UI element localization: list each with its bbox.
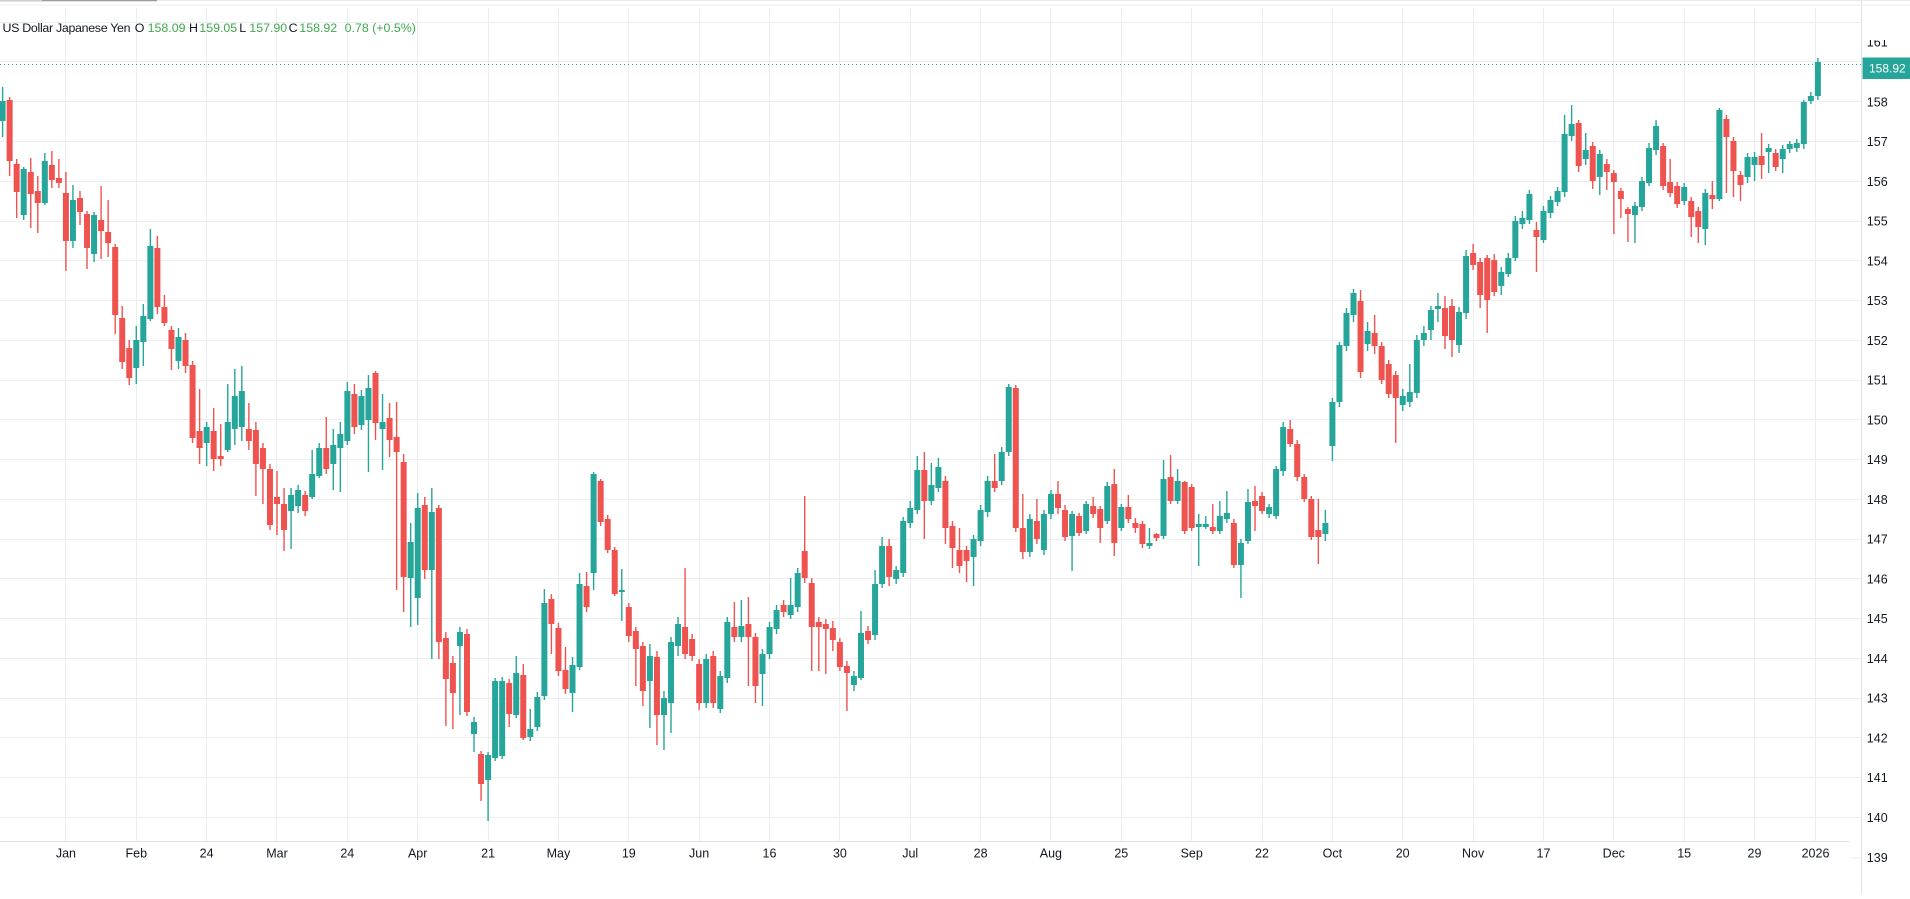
svg-text:155: 155 [1867,215,1888,229]
svg-text:149: 149 [1867,453,1888,467]
svg-text:141: 141 [1867,771,1888,785]
svg-text:Apr: Apr [408,846,427,860]
svg-text:150: 150 [1867,413,1888,427]
svg-text:156: 156 [1867,175,1888,189]
svg-text:148: 148 [1867,493,1888,507]
svg-text:139: 139 [1867,851,1888,865]
svg-text:158.92: 158.92 [1869,62,1906,76]
svg-text:Mar: Mar [266,846,288,860]
svg-text:147: 147 [1867,533,1888,547]
svg-text:144: 144 [1867,652,1888,666]
svg-text:Feb: Feb [126,846,148,860]
svg-text:158: 158 [1867,95,1888,109]
svg-text:20: 20 [1396,846,1410,860]
svg-text:15: 15 [1677,846,1691,860]
svg-text:22: 22 [1255,846,1269,860]
svg-text:152: 152 [1867,334,1888,348]
svg-text:151: 151 [1867,374,1888,388]
svg-text:153: 153 [1867,294,1888,308]
svg-text:Jan: Jan [56,846,76,860]
svg-text:19: 19 [622,846,636,860]
svg-text:Jul: Jul [902,846,918,860]
svg-text:24: 24 [200,846,214,860]
svg-text:143: 143 [1867,692,1888,706]
svg-text:Dec: Dec [1603,846,1625,860]
svg-text:146: 146 [1867,572,1888,586]
svg-text:145: 145 [1867,612,1888,626]
svg-text:Nov: Nov [1462,846,1485,860]
svg-text:30: 30 [833,846,847,860]
svg-text:Aug: Aug [1040,846,1062,860]
svg-text:29: 29 [1748,846,1762,860]
svg-text:17: 17 [1537,846,1551,860]
svg-text:21: 21 [481,846,495,860]
svg-text:157: 157 [1867,135,1888,149]
svg-text:24: 24 [340,846,354,860]
svg-text:May: May [547,846,571,860]
svg-text:Jun: Jun [689,846,709,860]
svg-text:2026: 2026 [1802,846,1830,860]
svg-text:142: 142 [1867,732,1888,746]
svg-text:140: 140 [1867,811,1888,825]
svg-text:28: 28 [974,846,988,860]
svg-text:Oct: Oct [1323,846,1343,860]
svg-text:154: 154 [1867,254,1888,268]
svg-text:25: 25 [1114,846,1128,860]
svg-text:Sep: Sep [1181,846,1203,860]
svg-text:16: 16 [763,846,777,860]
